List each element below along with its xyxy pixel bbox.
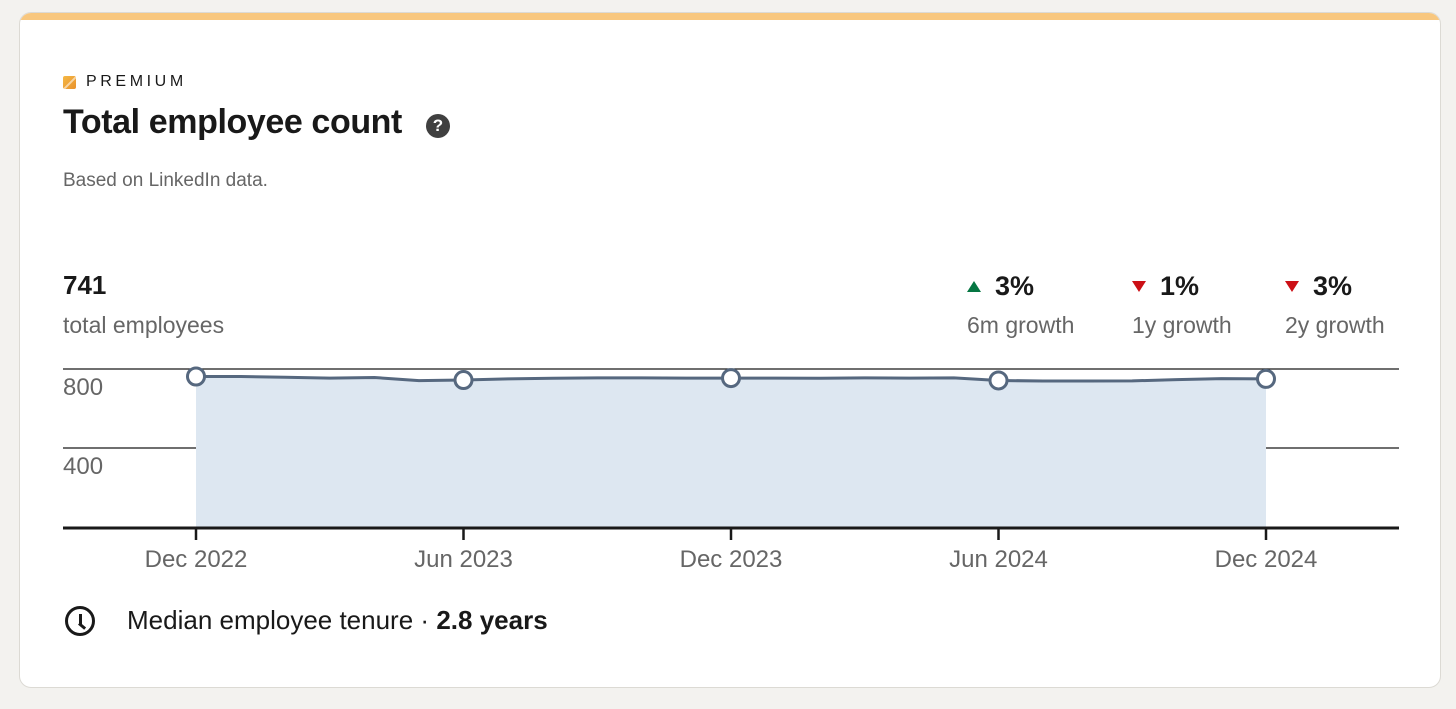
title-row: Total employee count ? bbox=[63, 103, 450, 142]
x-tick-label: Jun 2024 bbox=[949, 546, 1048, 573]
x-tick-label: Jun 2023 bbox=[414, 546, 513, 573]
growth-value: 1% bbox=[1160, 270, 1200, 301]
trend-down-icon bbox=[1285, 280, 1299, 292]
total-employees-value: 741 bbox=[63, 270, 107, 300]
growth-label: 1y growth bbox=[1132, 312, 1232, 338]
growth-label: 2y growth bbox=[1285, 312, 1385, 338]
data-point-marker bbox=[1256, 368, 1276, 389]
data-point-marker bbox=[988, 370, 1009, 391]
growth-6m: 3% 6m growth bbox=[967, 270, 1074, 339]
x-tick-label: Dec 2023 bbox=[680, 546, 783, 573]
x-tick-label: Dec 2024 bbox=[1215, 546, 1318, 573]
data-point-marker bbox=[721, 368, 741, 389]
area-fill bbox=[196, 376, 1266, 527]
tenure-text: Median employee tenure · 2.8 years bbox=[127, 605, 548, 636]
tenure-separator: · bbox=[420, 605, 430, 635]
premium-accent-bar bbox=[20, 13, 1440, 20]
growth-label: 6m growth bbox=[967, 312, 1075, 338]
growth-2y: 3% 2y growth bbox=[1285, 270, 1385, 339]
employee-count-chart: 400 800 Dec 2022 Jun 2023 Dec 2023 Jun 2024 De… bbox=[63, 366, 1399, 573]
data-point-marker bbox=[186, 366, 206, 387]
employee-count-card: PREMIUM Total employee count ? Based on … bbox=[19, 12, 1441, 688]
median-tenure: Median employee tenure · 2.8 years bbox=[65, 605, 548, 636]
tenure-value: 2.8 years bbox=[436, 605, 548, 635]
help-icon[interactable]: ? bbox=[425, 113, 450, 138]
y-tick-label: 800 bbox=[63, 374, 103, 401]
card-title: Total employee count bbox=[63, 103, 402, 141]
premium-icon bbox=[63, 75, 76, 89]
growth-value: 3% bbox=[995, 270, 1035, 301]
growth-1y: 1% 1y growth bbox=[1132, 270, 1232, 339]
premium-label: PREMIUM bbox=[86, 73, 187, 90]
trend-up-icon bbox=[967, 280, 981, 292]
data-point-marker bbox=[453, 370, 474, 391]
trend-down-icon bbox=[1132, 280, 1146, 292]
card-subtitle: Based on LinkedIn data. bbox=[63, 170, 268, 191]
total-employees-label: total employees bbox=[63, 312, 225, 338]
x-tick-label: Dec 2022 bbox=[145, 546, 248, 573]
premium-badge: PREMIUM bbox=[63, 73, 187, 91]
tenure-label: Median employee tenure bbox=[127, 605, 414, 635]
y-tick-label: 400 bbox=[63, 453, 103, 480]
growth-value: 3% bbox=[1313, 270, 1353, 301]
clock-icon bbox=[65, 605, 95, 636]
